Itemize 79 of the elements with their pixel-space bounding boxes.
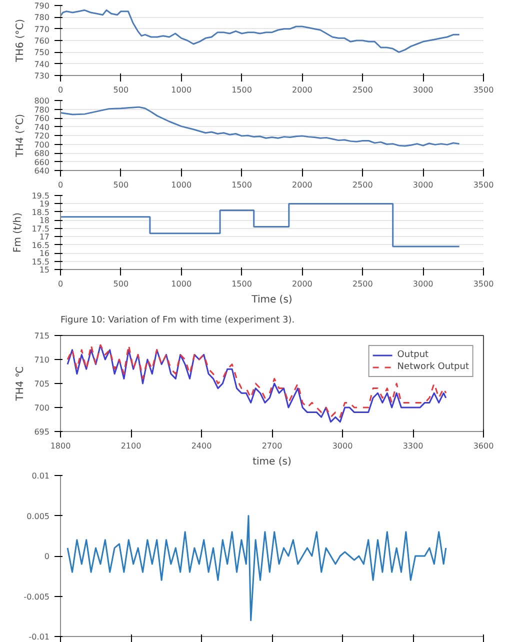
x-tick-label: 3000 xyxy=(412,280,434,288)
y-tick-label: 16 xyxy=(39,249,50,258)
y-tick-label: 710 xyxy=(34,356,50,364)
legend-label: Output xyxy=(397,349,429,361)
y-axis-title: TH6 (°C) xyxy=(15,18,26,63)
y-tick-label: 715 xyxy=(34,332,50,340)
x-tick-label: 500 xyxy=(113,280,129,288)
x-tick-label: 500 xyxy=(113,180,129,190)
line-series xyxy=(66,515,447,622)
x-tick-label: 1800 xyxy=(50,442,71,450)
y-tick-label: 720 xyxy=(34,132,50,140)
y-tick-label: 740 xyxy=(34,122,50,132)
caption: Figure 10: Variation of Fm with time (experiment 3). xyxy=(60,316,295,326)
x-tick-label: 2000 xyxy=(292,280,312,288)
y-tick-label: 750 xyxy=(34,48,50,58)
y-tick-label: 780 xyxy=(34,105,50,114)
y-tick-label: 660 xyxy=(34,158,50,167)
x-tick-label: 3500 xyxy=(473,180,494,190)
y-tick-label: 790 xyxy=(34,2,50,10)
y-tick-label: 19 xyxy=(39,200,50,209)
y-tick-label: 740 xyxy=(34,60,50,69)
x-tick-label: 1500 xyxy=(232,280,252,288)
x-axis-title: Time (s) xyxy=(250,294,292,306)
x-tick-label: 1500 xyxy=(232,86,252,94)
x-tick-label: 0 xyxy=(58,180,64,190)
y-tick-label: 19.5 xyxy=(32,192,50,200)
y-tick-label: 705 xyxy=(34,380,50,388)
line-series xyxy=(60,106,460,147)
y-tick-label: 0.01 xyxy=(32,472,50,480)
line-series xyxy=(60,9,460,53)
y-tick-label: 0 xyxy=(44,552,50,561)
y-tick-label: 17 xyxy=(39,232,50,242)
x-tick-label: 500 xyxy=(113,86,129,94)
x-tick-label: 2000 xyxy=(292,180,312,190)
x-tick-label: 1500 xyxy=(232,180,252,190)
x-tick-label: 1000 xyxy=(171,86,192,94)
y-tick-label: 15.5 xyxy=(32,257,50,266)
y-axis-title: TH4 (°C) xyxy=(15,114,26,158)
y-tick-label: 15 xyxy=(39,266,50,274)
y-tick-label: 730 xyxy=(34,72,50,80)
x-tick-label: 2100 xyxy=(120,442,142,450)
y-tick-label: 760 xyxy=(34,114,50,123)
x-tick-label: 2700 xyxy=(262,442,282,450)
y-tick-label: 16.5 xyxy=(32,240,50,250)
y-tick-label: 695 xyxy=(34,428,50,436)
y-tick-label: 780 xyxy=(34,13,50,22)
y-tick-label: 760 xyxy=(34,36,50,46)
x-tick-label: 3500 xyxy=(473,280,494,288)
y-tick-label: 18 xyxy=(39,216,50,226)
legend-label: Network Output xyxy=(397,361,469,373)
x-tick-label: 3000 xyxy=(332,442,353,450)
y-tick-label: 700 xyxy=(34,404,50,412)
x-tick-label: 3000 xyxy=(412,86,434,94)
x-tick-label: 3500 xyxy=(473,86,494,94)
y-tick-label: 700 xyxy=(34,140,50,150)
x-tick-label: 0 xyxy=(58,280,64,288)
y-tick-label: 640 xyxy=(34,166,50,176)
x-tick-label: 0 xyxy=(58,86,64,94)
y-tick-label: 17.5 xyxy=(32,224,50,234)
y-tick-label: 680 xyxy=(34,149,50,158)
x-tick-label: 3300 xyxy=(402,442,424,450)
x-tick-label: 2500 xyxy=(352,86,373,94)
x-tick-label: 1000 xyxy=(171,180,192,190)
x-tick-label: 2500 xyxy=(352,180,373,190)
x-axis-title: time (s) xyxy=(252,456,292,468)
x-tick-label: 3600 xyxy=(473,442,494,450)
x-tick-label: 2000 xyxy=(292,86,312,94)
y-tick-label: 18.5 xyxy=(32,208,50,217)
x-tick-label: 1000 xyxy=(171,280,192,288)
y-axis-title: Fm (t/h) xyxy=(12,212,24,253)
y-tick-label: 0.005 xyxy=(26,512,50,521)
y-tick-label: 800 xyxy=(34,96,50,106)
y-tick-label: 770 xyxy=(34,24,50,34)
x-tick-label: 2500 xyxy=(352,280,373,288)
x-tick-label: 2400 xyxy=(191,442,212,450)
y-tick-label: -0.01 xyxy=(28,632,50,642)
x-tick-label: 3000 xyxy=(412,180,434,190)
y-tick-label: -0.005 xyxy=(24,592,50,602)
y-axis-title: TH4 ℃ xyxy=(15,366,26,402)
